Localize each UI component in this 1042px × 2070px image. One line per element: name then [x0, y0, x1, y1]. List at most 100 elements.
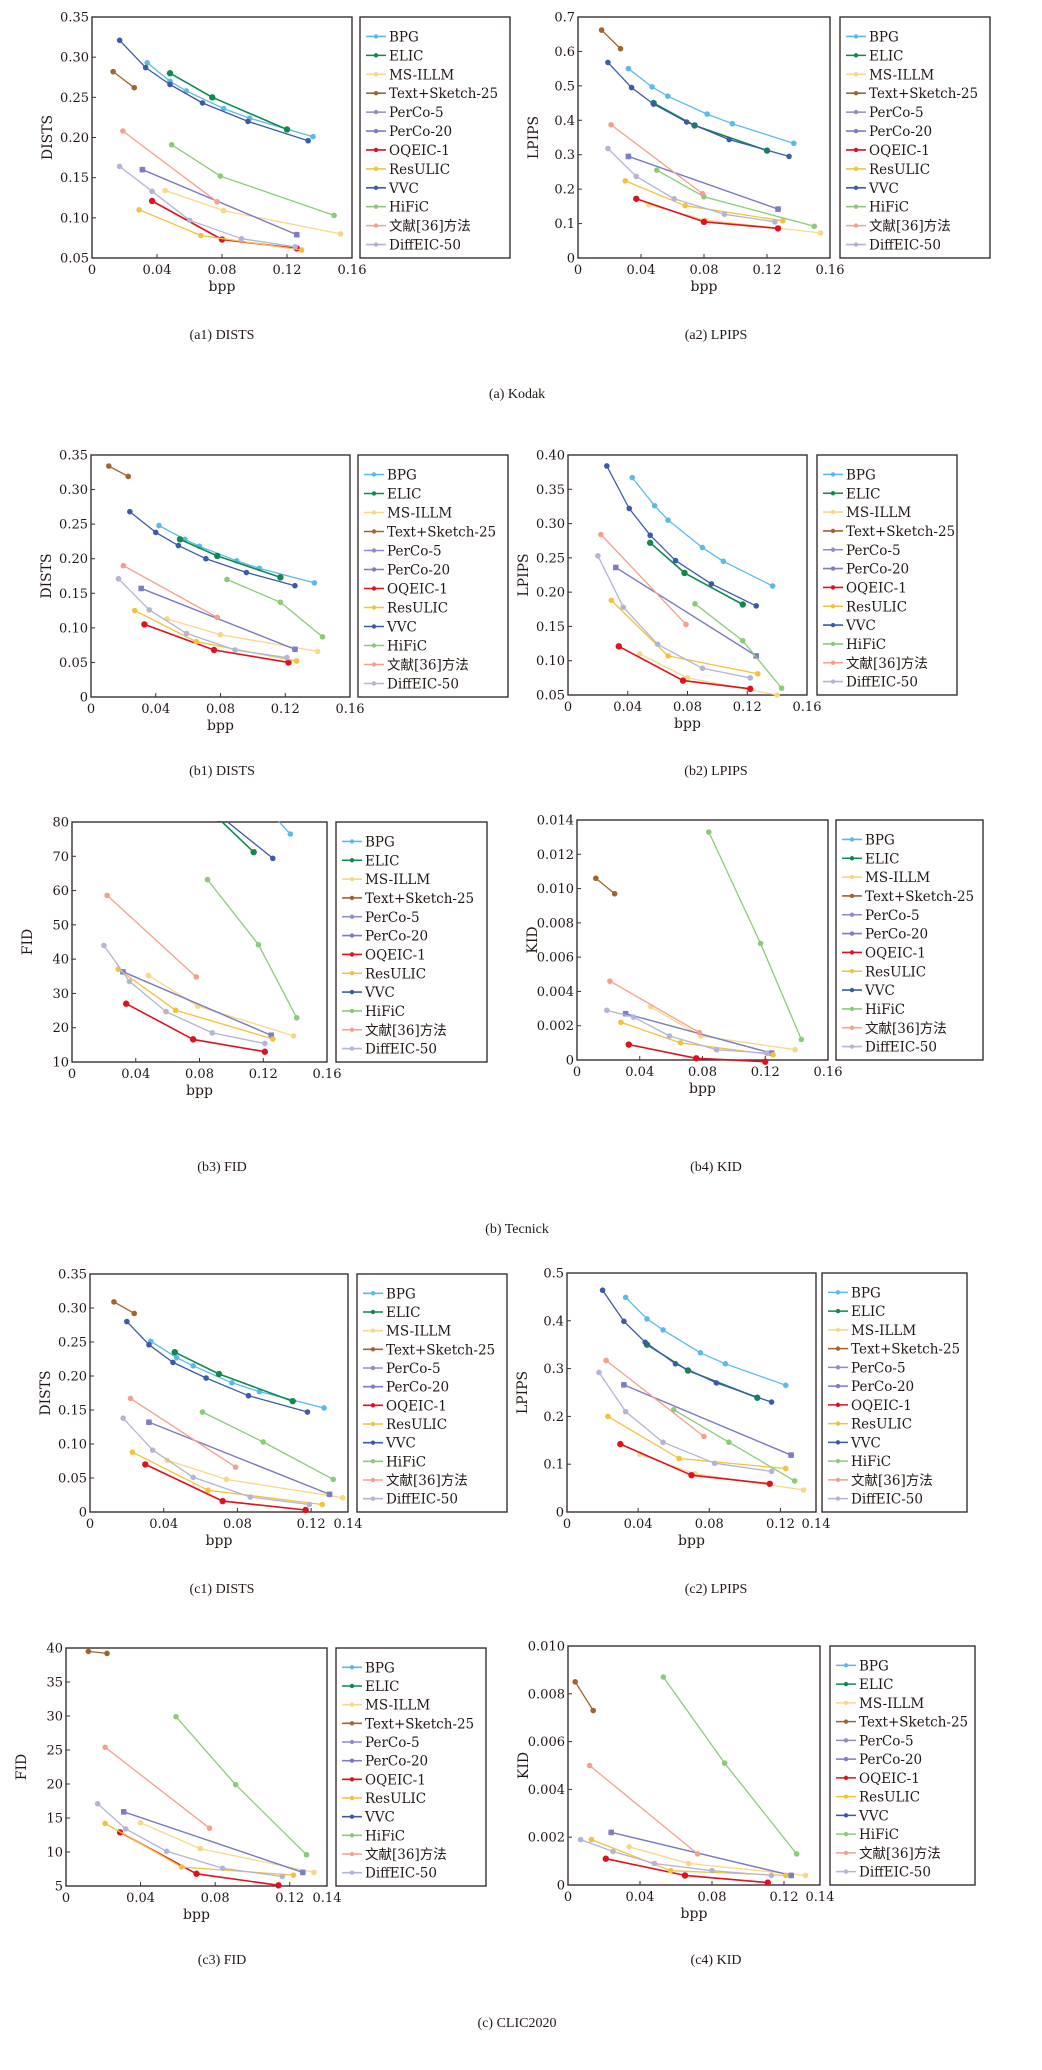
- legend-swatch-marker: [371, 567, 377, 572]
- legend-swatch-marker: [371, 605, 377, 610]
- legend-item-oqeic-1: OQEIC-1: [363, 1398, 447, 1414]
- data-point-diffeic-50: [186, 217, 193, 224]
- data-point-perco-20: [120, 1809, 127, 1815]
- legend-item-text-plus-sketch-25: Text+Sketch-25: [366, 86, 498, 102]
- y-axis-title: FID: [14, 1754, 30, 1780]
- chart-a1: 0 0.04 0.08 0.12 0.16 0.05 0.10 0.15 0.20 0.25 0.3…: [40, 11, 511, 295]
- legend-item-vvc: VVC: [366, 181, 419, 197]
- legend-label: PerCo-5: [869, 105, 924, 121]
- legend-item-diffeic-50: DiffEIC-50: [364, 677, 459, 693]
- series-line-vvc: [607, 61, 790, 158]
- data-point-resulic: [319, 1501, 326, 1508]
- legend-label: ELIC: [389, 48, 423, 64]
- legend-label: ResULIC: [865, 964, 926, 980]
- legend-swatch-marker: [830, 491, 836, 496]
- x-tick-label: 0.14: [334, 1517, 363, 1532]
- data-point-diffeic-50: [238, 235, 245, 242]
- legend-item-perco-20: PerCo-20: [342, 1754, 428, 1770]
- data-point-resulic: [782, 1465, 789, 1472]
- legend-label: Text+Sketch-25: [851, 1342, 960, 1358]
- legend-swatch-marker: [835, 1402, 841, 1408]
- legend-item-diffeic-50: DiffEIC-50: [342, 1866, 437, 1882]
- legend-item-hific: HiFiC: [342, 1828, 405, 1844]
- legend-label: MS-ILLM: [851, 1323, 916, 1339]
- x-tick-label: 0.16: [816, 263, 845, 278]
- legend-swatch-marker: [373, 72, 379, 77]
- legend-item-elic: ELIC: [846, 48, 903, 64]
- data-point-text-plus-sketch-25: [131, 1310, 138, 1317]
- legend-item-text-plus-sketch-25: Text+Sketch-25: [342, 1716, 474, 1732]
- legend-swatch-marker: [830, 679, 836, 684]
- data-point-perco-20: [139, 166, 146, 173]
- y-tick-label: 30: [52, 987, 69, 1002]
- legend-item-resulic: ResULIC: [823, 599, 907, 615]
- legend-swatch-marker: [371, 681, 377, 686]
- data-point-vvc: [768, 1399, 775, 1405]
- legend-swatch-marker: [843, 1738, 849, 1743]
- y-tick-label: 0.40: [536, 449, 565, 464]
- legend-label: 文献[36]方法: [851, 1473, 933, 1489]
- y-tick-label: 0.002: [537, 1019, 574, 1034]
- legend-label: HiFiC: [865, 1002, 905, 1018]
- x-tick-label: 0.08: [690, 263, 719, 278]
- series-line-hific: [656, 169, 815, 227]
- data-point-oqeic-1: [700, 218, 708, 226]
- legend-item-elic: ELIC: [363, 1305, 420, 1321]
- legend-swatch-marker: [370, 1309, 376, 1315]
- data-point-hific: [260, 1439, 267, 1445]
- caption-b4: (b4) KID: [690, 1160, 742, 1175]
- data-point-bpg: [321, 1405, 327, 1411]
- legend-label: OQEIC-1: [869, 143, 930, 159]
- legend-label: DiffEIC-50: [865, 1040, 937, 1056]
- legend-item-hific: HiFiC: [363, 1454, 426, 1470]
- data-point-diffeic-50: [163, 1848, 170, 1855]
- series-line-oqeic-1: [119, 1831, 279, 1887]
- legend-swatch-marker: [830, 641, 836, 647]
- data-point-ms-illm: [800, 1487, 807, 1493]
- data-point-ms-illm: [220, 207, 227, 214]
- data-point-ms-illm: [217, 631, 224, 638]
- data-point-hific: [173, 1713, 179, 1720]
- series-group: [593, 829, 805, 1065]
- legend-frame: [335, 821, 488, 1063]
- series-line-ms-illm: [648, 203, 821, 234]
- legend-label: ResULIC: [389, 162, 450, 178]
- data-point-oqeic-1: [602, 1855, 609, 1862]
- legend-swatch-marker: [349, 1739, 355, 1745]
- legend-item-perco-5: PerCo-5: [823, 543, 901, 559]
- plot-frame: [567, 1645, 821, 1886]
- x-tick-label: 0.04: [126, 1891, 155, 1906]
- legend-item-oqeic-1: OQEIC-1: [828, 1398, 912, 1414]
- legend-swatch-marker: [371, 529, 377, 534]
- legend-item-resulic: ResULIC: [364, 601, 448, 617]
- data-point-oqeic-1: [148, 197, 156, 205]
- legend-label: HiFiC: [851, 1454, 891, 1470]
- data-point-36: [102, 1744, 108, 1751]
- series-group: [110, 37, 344, 253]
- y-tick-label: 0.15: [60, 171, 89, 186]
- legend: BPG ELIC MS-ILLM Text+Sketch-25 PerCo-5 PerCo…: [335, 821, 488, 1063]
- data-point-vvc: [626, 505, 633, 512]
- data-point-bpg: [220, 105, 227, 112]
- caption-c3: (c3) FID: [197, 1953, 247, 1968]
- data-point-bpg: [729, 120, 736, 127]
- data-point-vvc: [672, 1361, 679, 1367]
- series-line-hific: [673, 1409, 796, 1482]
- y-axis-title: LPIPS: [516, 553, 532, 596]
- chart-c3: 0 0.04 0.08 0.12 0.14 5 10 15 20 25 30 35 40 bpp FID BP…: [14, 1642, 487, 1923]
- series-line-perco-20: [122, 971, 272, 1036]
- y-tick-label: 0.20: [536, 586, 565, 601]
- data-point-36: [608, 121, 614, 128]
- legend-item-oqeic-1: OQEIC-1: [366, 143, 450, 159]
- legend-item-vvc: VVC: [836, 1808, 889, 1824]
- legend-swatch-marker: [370, 1477, 376, 1483]
- legend-label: PerCo-5: [365, 1735, 420, 1751]
- legend-item-elic: ELIC: [823, 486, 880, 502]
- legend-label: BPG: [365, 834, 395, 850]
- legend-item-elic: ELIC: [366, 48, 423, 64]
- data-point-diffeic-50: [772, 219, 778, 225]
- legend-label: OQEIC-1: [389, 143, 450, 159]
- y-tick-label: 30: [46, 1710, 63, 1725]
- data-point-vvc: [199, 100, 206, 106]
- x-tick-label: 0.12: [753, 263, 782, 278]
